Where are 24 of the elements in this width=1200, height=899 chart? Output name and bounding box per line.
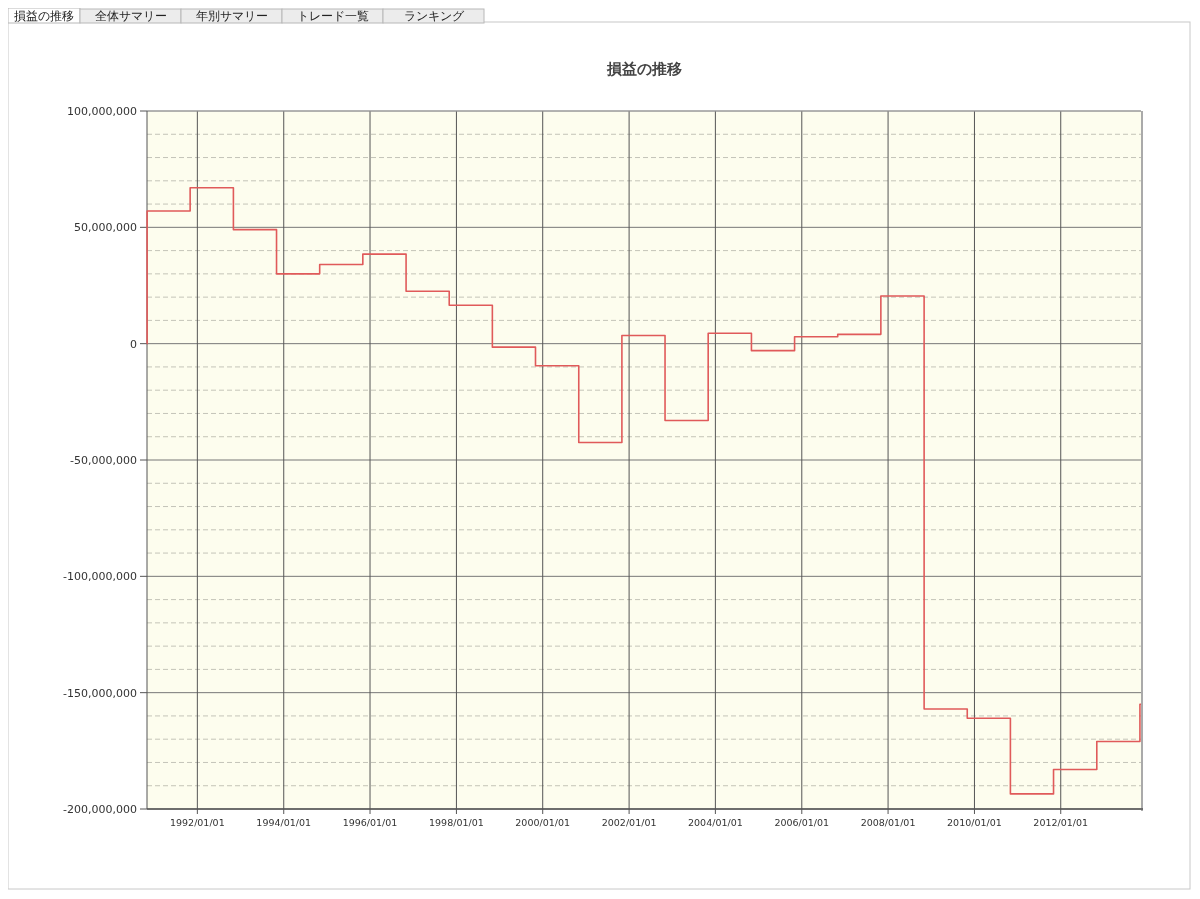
y-tick-label: -150,000,000 <box>63 686 137 700</box>
y-tick-label: 0 <box>130 337 137 351</box>
chart-title: 損益の推移 <box>605 60 682 78</box>
x-tick-label: 1994/01/01 <box>256 817 312 828</box>
x-tick-label: 2006/01/01 <box>774 817 830 828</box>
x-tick-label: 2002/01/01 <box>601 817 657 828</box>
text: トレード一覧 <box>296 9 369 23</box>
x-tick-label: 1992/01/01 <box>169 817 225 828</box>
text: 損益の推移 <box>14 9 74 23</box>
y-tick-label: -50,000,000 <box>70 454 137 467</box>
y-tick-label: 50,000,000 <box>74 221 137 235</box>
x-tick-label: 1996/01/01 <box>342 817 398 828</box>
x-tick-label: 2008/01/01 <box>860 817 916 828</box>
x-tick-label: 2004/01/01 <box>688 817 743 828</box>
y-tick-label: 100,000,000 <box>67 105 137 118</box>
y-tick-label: -200,000,000 <box>63 803 137 816</box>
text: ランキング <box>403 9 465 23</box>
text: 年別サマリー <box>195 9 268 23</box>
y-tick-label: -100,000,000 <box>63 570 137 584</box>
x-tick-label: 1998/01/01 <box>429 817 484 828</box>
x-tick-label: 2012/01/01 <box>1033 817 1089 828</box>
x-tick-label: 2000/01/01 <box>515 817 571 828</box>
x-tick-label: 2010/01/01 <box>947 817 1002 828</box>
text: 全体サマリー <box>94 9 167 23</box>
